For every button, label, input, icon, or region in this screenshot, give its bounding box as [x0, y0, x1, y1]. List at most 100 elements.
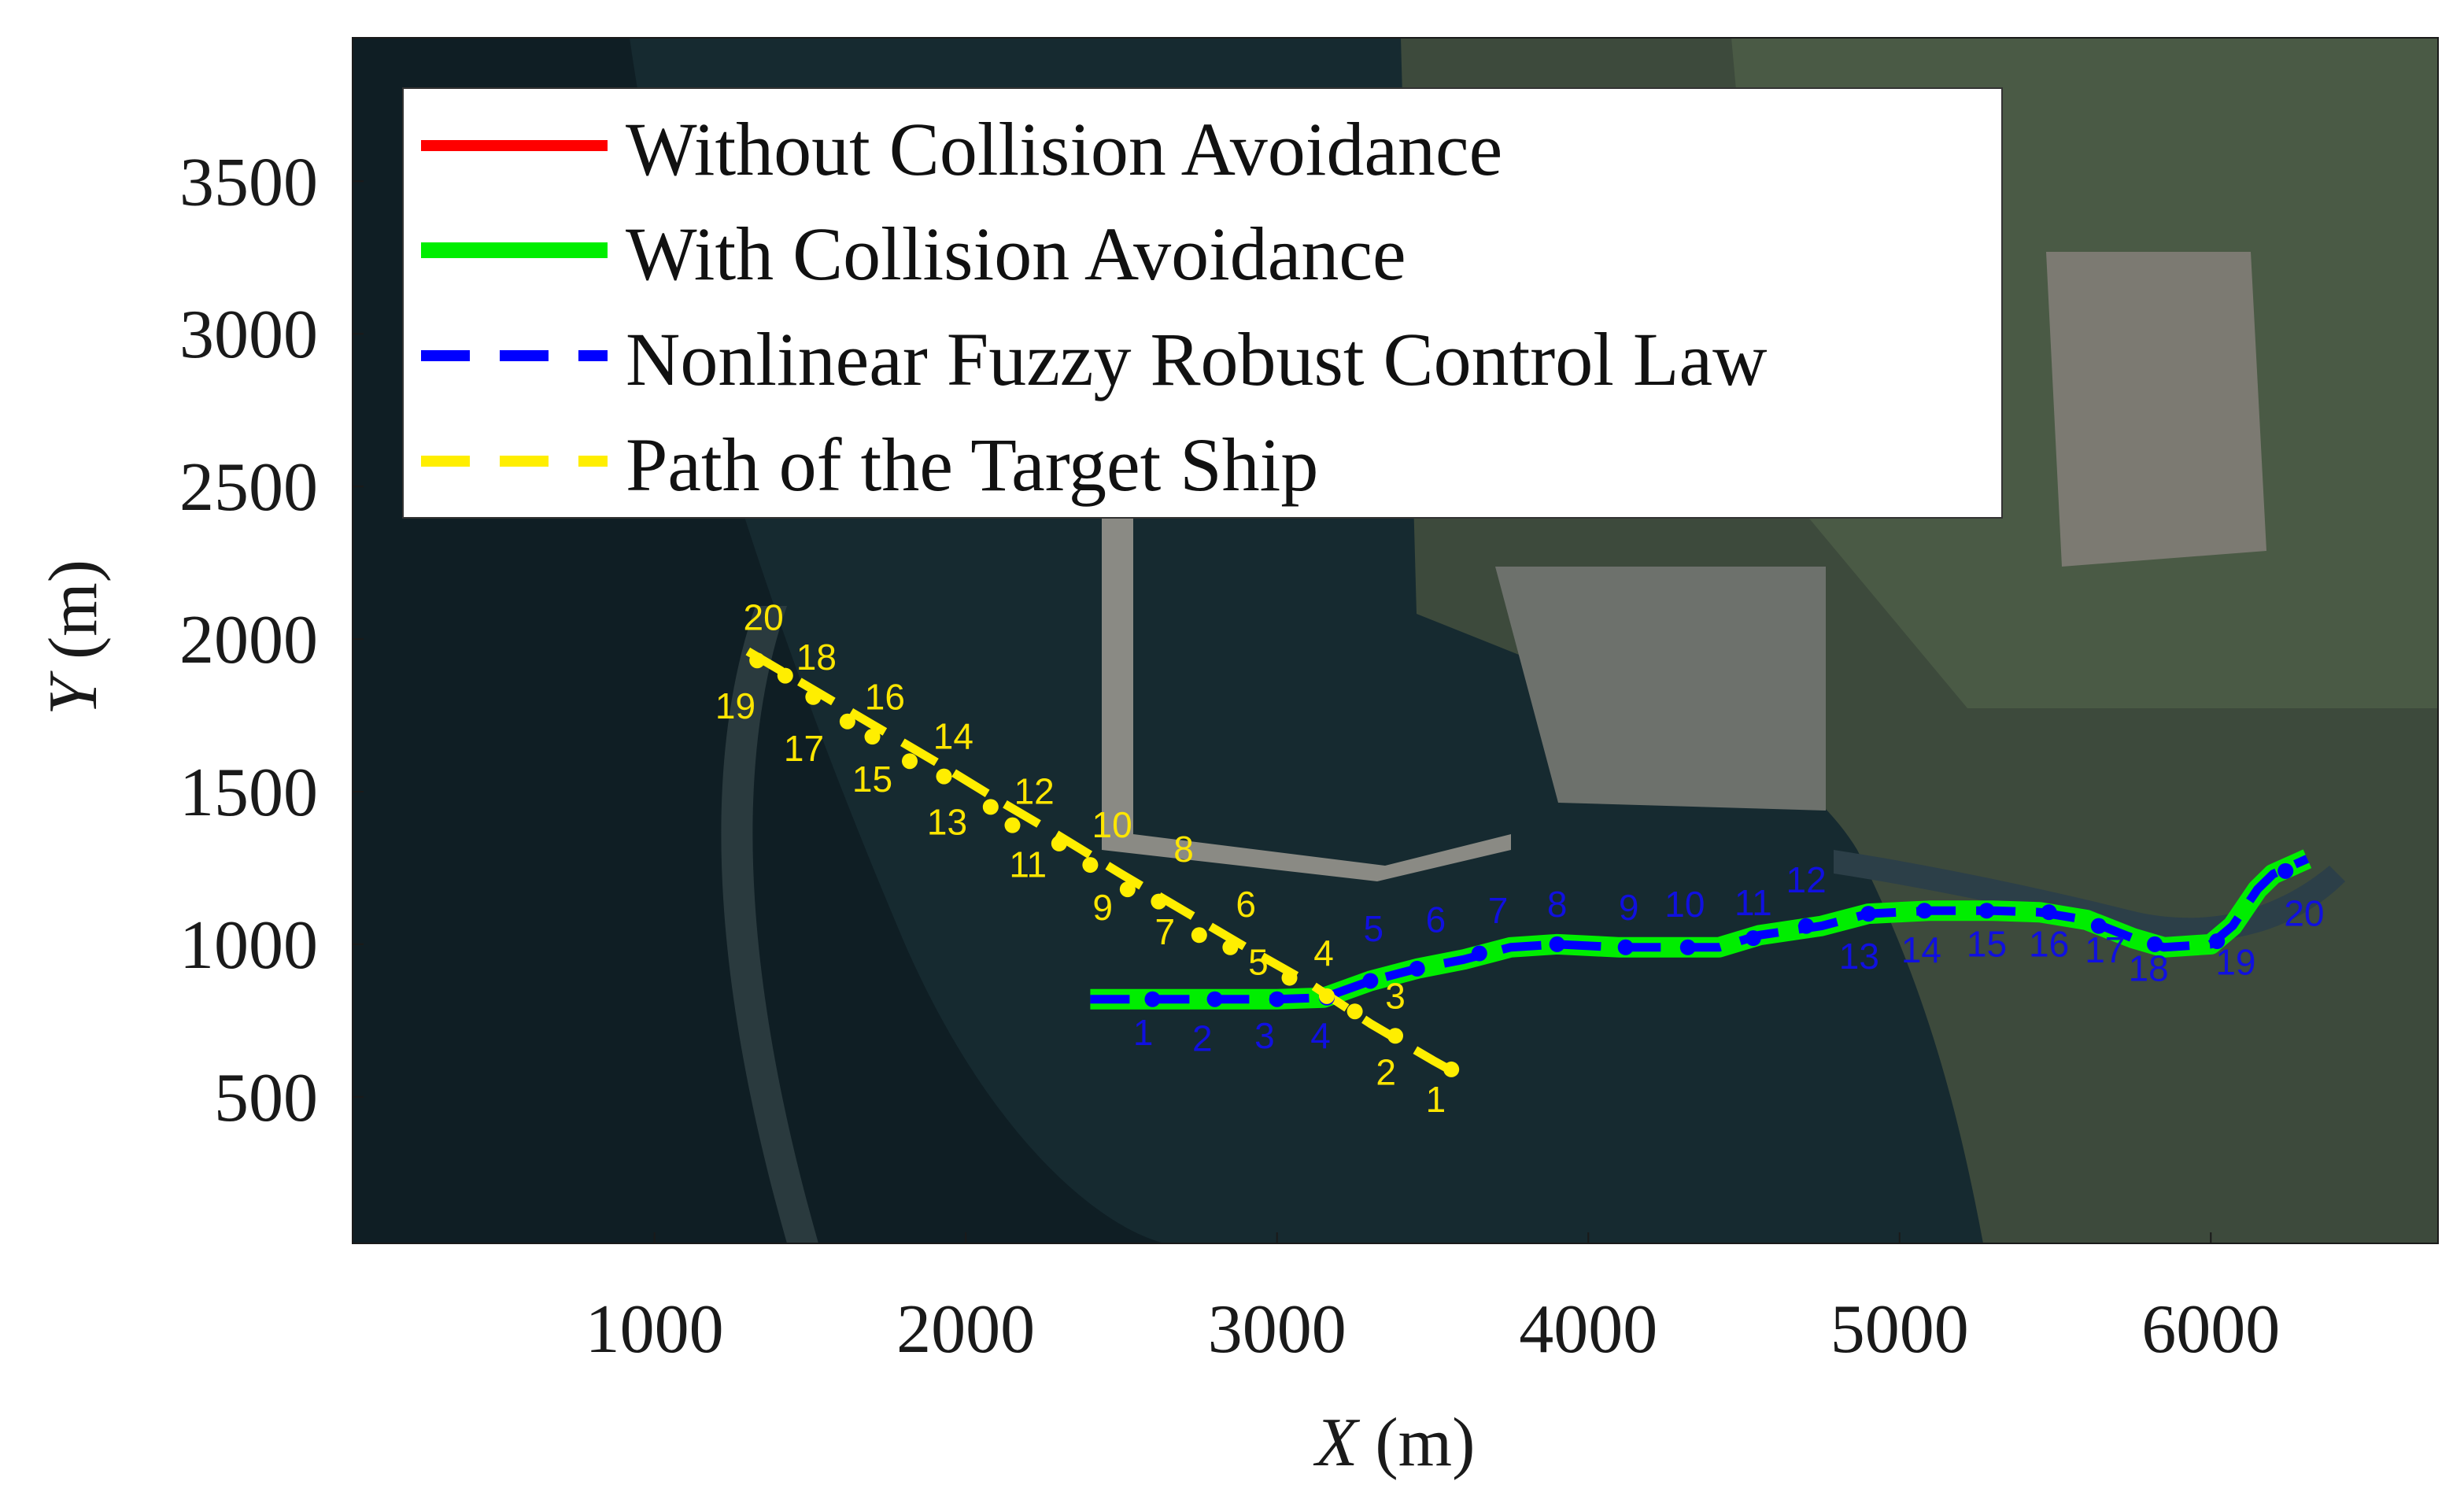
own-ship-point-1 [1144, 991, 1161, 1007]
own-ship-label-7: 7 [1488, 890, 1509, 931]
own-ship-label-3: 3 [1254, 1015, 1275, 1056]
target-ship-label-7: 7 [1155, 911, 1176, 952]
own-ship-point-14 [1916, 903, 1933, 919]
legend-label-without-avoidance: Without Collision Avoidance [626, 107, 1502, 191]
plot-frame [352, 37, 2439, 1244]
target-ship-label-15: 15 [852, 759, 892, 800]
target-ship-label-11: 11 [1009, 844, 1047, 885]
map-river [1834, 850, 2345, 942]
own-ship-point-17 [2090, 918, 2107, 934]
target-ship-point-18 [805, 689, 822, 705]
target-ship-point-20 [749, 652, 766, 669]
own-ship-label-6: 6 [1426, 899, 1446, 940]
y-tick-label-1500: 1500 [179, 755, 318, 831]
target-ship-point-1 [1443, 1061, 1460, 1077]
target-ship-point-12 [1004, 817, 1021, 833]
own-ship-point-20 [2277, 862, 2294, 879]
own-ship-label-14: 14 [1901, 929, 1941, 970]
target-ship-point-9 [1119, 881, 1136, 898]
y-axis-label-unit: (m) [35, 560, 112, 659]
target-ship-point-8 [1151, 893, 1167, 910]
map-terminal [1495, 567, 1826, 811]
own-ship-label-10: 10 [1664, 884, 1705, 925]
own-ship-point-18 [2147, 936, 2163, 952]
y-tick-label-500: 500 [214, 1060, 318, 1136]
target-ship-label-13: 13 [927, 801, 967, 842]
target-ship-label-14: 14 [933, 716, 973, 757]
own-ship-point-19 [2209, 933, 2226, 950]
y-tick-label-1000: 1000 [179, 907, 318, 984]
own-ship-label-13: 13 [1839, 936, 1879, 977]
own-ship-label-9: 9 [1619, 887, 1639, 928]
own-ship-point-8 [1549, 936, 1565, 952]
target-ship-point-3 [1347, 1003, 1363, 1020]
y-tick-label-2000: 2000 [179, 602, 318, 678]
own-ship-point-3 [1269, 991, 1285, 1007]
axes-layer: 1000 2000 3000 4000 5000 6000 500 1000 1500 2000 2… [179, 144, 2280, 1368]
target-ship-label-19: 19 [715, 685, 755, 726]
own-ship-point-16 [2041, 904, 2057, 921]
target-ship-label-10: 10 [1092, 804, 1132, 845]
target-ship-label-20: 20 [744, 597, 784, 637]
x-tick-label-2000: 2000 [896, 1291, 1035, 1368]
x-tick-label-5000: 5000 [1830, 1291, 1969, 1368]
target-ship-label-6: 6 [1236, 884, 1256, 925]
legend: Without Collision Avoidance With Collisi… [402, 87, 2003, 519]
own-ship-point-7 [1471, 945, 1487, 962]
target-ship-label-3: 3 [1385, 975, 1406, 1016]
own-ship-label-18: 18 [2129, 947, 2169, 988]
series-line-path-of-the-target-ship [745, 647, 1460, 1078]
map-town [2046, 252, 2266, 567]
target-ship-label-8: 8 [1173, 829, 1194, 870]
target-ship-point-17 [839, 713, 855, 729]
map-coast [721, 606, 818, 1243]
target-ship-label-18: 18 [796, 637, 837, 678]
y-tick-label-2500: 2500 [179, 449, 318, 526]
own-ship-label-17: 17 [2085, 929, 2125, 970]
own-ship-point-13 [1860, 906, 1877, 922]
target-ship-label-4: 4 [1313, 933, 1334, 973]
x-axis-label: X (m) [1313, 1405, 1476, 1481]
own-ship-point-11 [1745, 930, 1761, 947]
x-axis-label-unit: (m) [1375, 1405, 1475, 1481]
legend-label-with-avoidance: With Collision Avoidance [626, 212, 1406, 296]
y-tick-label-3000: 3000 [179, 297, 318, 373]
x-tick-label-6000: 6000 [2141, 1291, 2280, 1368]
legend-box [402, 87, 2003, 519]
own-ship-point-9 [1617, 939, 1634, 955]
own-ship-label-1: 1 [1133, 1012, 1154, 1053]
own-ship-label-11: 11 [1734, 882, 1772, 923]
own-ship-label-5: 5 [1364, 908, 1384, 949]
legend-label-target-ship: Path of the Target Ship [626, 423, 1318, 507]
target-ship-point-6 [1222, 939, 1239, 955]
x-tick-label-3000: 3000 [1208, 1291, 1347, 1368]
target-ship-label-2: 2 [1376, 1051, 1396, 1092]
target-ship-label-12: 12 [1014, 770, 1055, 811]
own-ship-label-12: 12 [1786, 859, 1827, 900]
own-ship-point-15 [1978, 903, 1995, 919]
target-ship-label-16: 16 [865, 676, 905, 717]
y-axis-label: Y (m) [35, 560, 112, 715]
own-ship-point-2 [1206, 991, 1223, 1007]
legend-label-fuzzy-control: Nonlinear Fuzzy Robust Control Law [626, 317, 1767, 401]
own-ship-point-10 [1679, 939, 1696, 955]
target-ship-point-13 [982, 799, 999, 815]
target-ship-point-10 [1082, 857, 1099, 874]
own-ship-point-5 [1362, 973, 1379, 989]
target-ship-point-15 [901, 753, 918, 770]
own-ship-label-20: 20 [2284, 893, 2324, 934]
target-ship-point-19 [777, 667, 793, 684]
target-ship-label-9: 9 [1092, 887, 1113, 928]
x-tick-label-1000: 1000 [586, 1291, 724, 1368]
target-ship-label-17: 17 [784, 728, 824, 769]
target-ship-point-7 [1191, 927, 1207, 944]
own-ship-label-2: 2 [1192, 1018, 1213, 1059]
y-tick-label-3500: 3500 [179, 144, 318, 220]
target-ship-point-14 [936, 768, 952, 785]
target-ship-label-1: 1 [1426, 1079, 1446, 1120]
own-ship-point-12 [1798, 918, 1815, 934]
own-ship-label-4: 4 [1310, 1015, 1331, 1056]
y-axis-label-var: Y [35, 670, 112, 715]
